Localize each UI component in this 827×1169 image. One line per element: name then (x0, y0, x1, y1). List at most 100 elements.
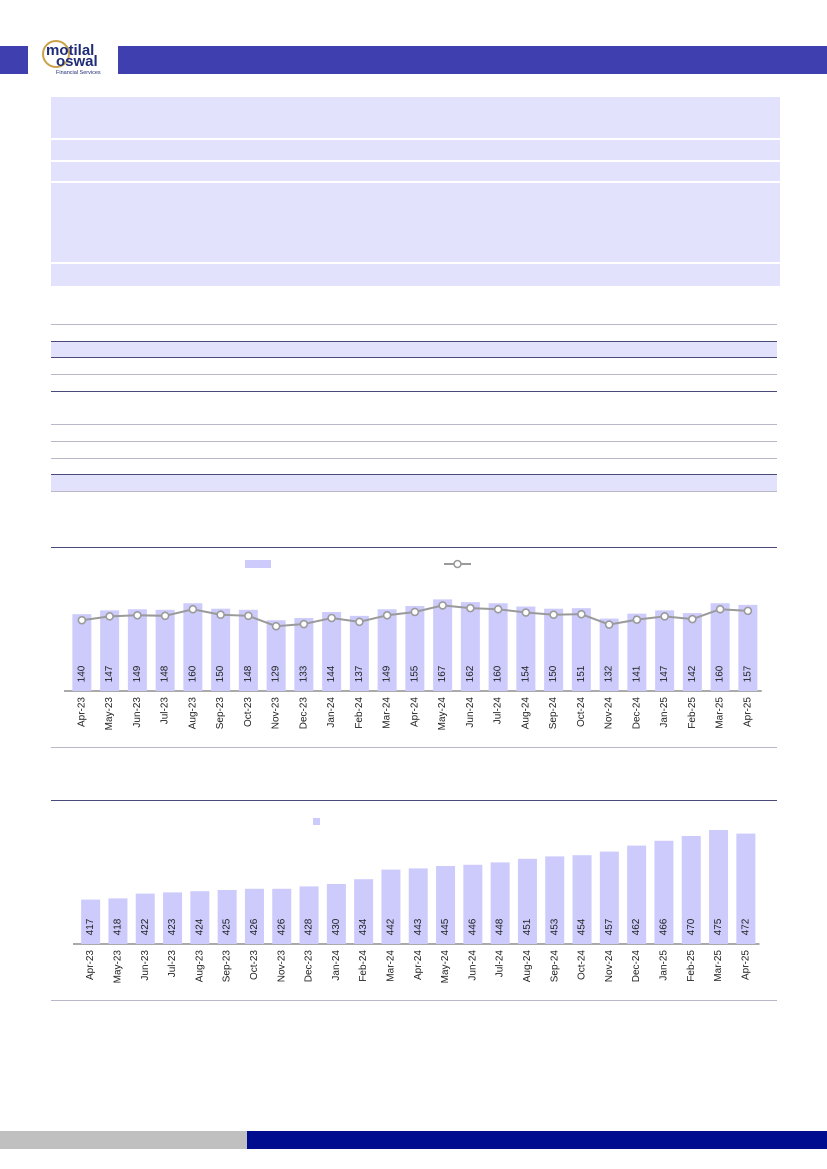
x-tick-label: Sep-24 (549, 950, 560, 983)
bar (599, 618, 619, 691)
line-marker (133, 610, 142, 620)
x-tick-label: Jul-23 (160, 697, 171, 725)
data-label: 129 (271, 665, 282, 682)
data-label: 430 (331, 918, 342, 935)
x-tick-label: Dec-23 (304, 950, 315, 983)
x-tick-label: Aug-23 (187, 697, 198, 730)
table2-rule (51, 341, 777, 342)
table1-row-3 (51, 162, 780, 181)
line-marker (216, 610, 225, 620)
table2-rule (51, 441, 777, 442)
table1-row-2 (51, 140, 780, 160)
bar (238, 609, 258, 691)
data-label: 457 (604, 918, 615, 935)
data-label: 425 (222, 918, 233, 935)
x-tick-label: May-23 (104, 697, 115, 731)
x-tick-label: Apr-23 (85, 950, 96, 980)
data-label: 149 (382, 665, 393, 682)
bar (217, 890, 237, 944)
line-marker (299, 619, 309, 629)
x-tick-label: Jan-25 (658, 950, 669, 981)
table2-shaded-row (51, 342, 777, 357)
bar (710, 603, 730, 691)
line-marker (632, 615, 642, 624)
x-tick-label: Sep-23 (215, 697, 226, 730)
bar (517, 858, 537, 944)
x-tick-label: Nov-23 (276, 950, 287, 983)
x-tick-label: Oct-23 (243, 697, 254, 727)
data-label: 424 (194, 918, 205, 935)
bar (349, 615, 369, 691)
table2-rule-bottom (51, 491, 777, 492)
x-tick-label: Jun-23 (132, 697, 143, 728)
brand-logo: motilal oswal Financial Services (38, 38, 118, 78)
data-label: 422 (140, 918, 151, 935)
x-tick-label: Oct-23 (249, 950, 260, 980)
x-tick-label: Jan-24 (331, 950, 342, 981)
data-label: 428 (304, 918, 315, 935)
data-label: 160 (493, 665, 504, 682)
table1-row-4 (51, 183, 780, 262)
line-marker (105, 612, 114, 621)
chart1-top-rule (51, 547, 777, 548)
table1-row-5 (51, 264, 780, 286)
line-marker (382, 610, 392, 620)
x-tick-label: Apr-23 (76, 697, 87, 727)
x-tick-label: Jul-23 (167, 950, 178, 978)
x-tick-label: Jan-25 (659, 697, 670, 728)
x-tick-label: Apr-25 (742, 697, 753, 727)
line-marker (438, 601, 447, 610)
bar (299, 886, 319, 944)
bar (655, 610, 675, 691)
x-tick-label: Jan-24 (326, 697, 337, 728)
data-label: 141 (631, 665, 642, 682)
chart2-bottom-rule (51, 1000, 777, 1001)
line-marker (410, 607, 420, 617)
bar (405, 605, 425, 691)
legend-marker-swatch (453, 559, 462, 569)
bar (183, 603, 203, 691)
data-label: 426 (249, 918, 260, 935)
data-label: 160 (187, 665, 198, 682)
x-tick-label: Jun-24 (467, 950, 478, 981)
x-tick-label: May-23 (112, 950, 123, 984)
line-marker (244, 611, 253, 621)
x-tick-label: Nov-24 (604, 697, 615, 730)
bar (460, 602, 480, 691)
bar (211, 608, 231, 691)
x-tick-label: Aug-24 (522, 950, 533, 983)
line-marker (271, 621, 281, 631)
x-tick-label: Mar-24 (382, 697, 393, 729)
table1-row-1 (51, 97, 780, 138)
bar (572, 855, 592, 944)
bar (682, 613, 702, 691)
bar (544, 608, 564, 691)
data-label: 475 (713, 918, 724, 935)
x-tick-label: Feb-24 (358, 950, 369, 982)
x-tick-label: Apr-25 (740, 950, 751, 980)
bar (135, 893, 155, 944)
table2-rule (51, 357, 777, 358)
bar (322, 612, 342, 691)
data-label: 150 (215, 665, 226, 682)
data-label: 160 (715, 665, 726, 682)
x-tick-label: Apr-24 (413, 950, 424, 980)
x-tick-label: Oct-24 (577, 950, 588, 980)
x-tick-label: Aug-23 (194, 950, 205, 983)
data-label: 151 (576, 665, 587, 682)
table2-rule (51, 374, 777, 375)
line-marker (493, 604, 503, 614)
x-tick-label: Feb-24 (354, 697, 365, 729)
bar (72, 614, 92, 691)
data-label: 137 (354, 665, 365, 682)
x-tick-label: Dec-24 (631, 697, 642, 730)
x-tick-label: Mar-24 (385, 950, 396, 982)
line-marker (743, 606, 753, 616)
bar (627, 613, 647, 691)
bar (738, 604, 758, 691)
x-tick-label: Sep-23 (222, 950, 233, 983)
line-marker (355, 617, 364, 627)
data-label: 155 (409, 665, 420, 682)
data-label: 466 (658, 918, 669, 935)
data-label: 423 (167, 918, 178, 935)
